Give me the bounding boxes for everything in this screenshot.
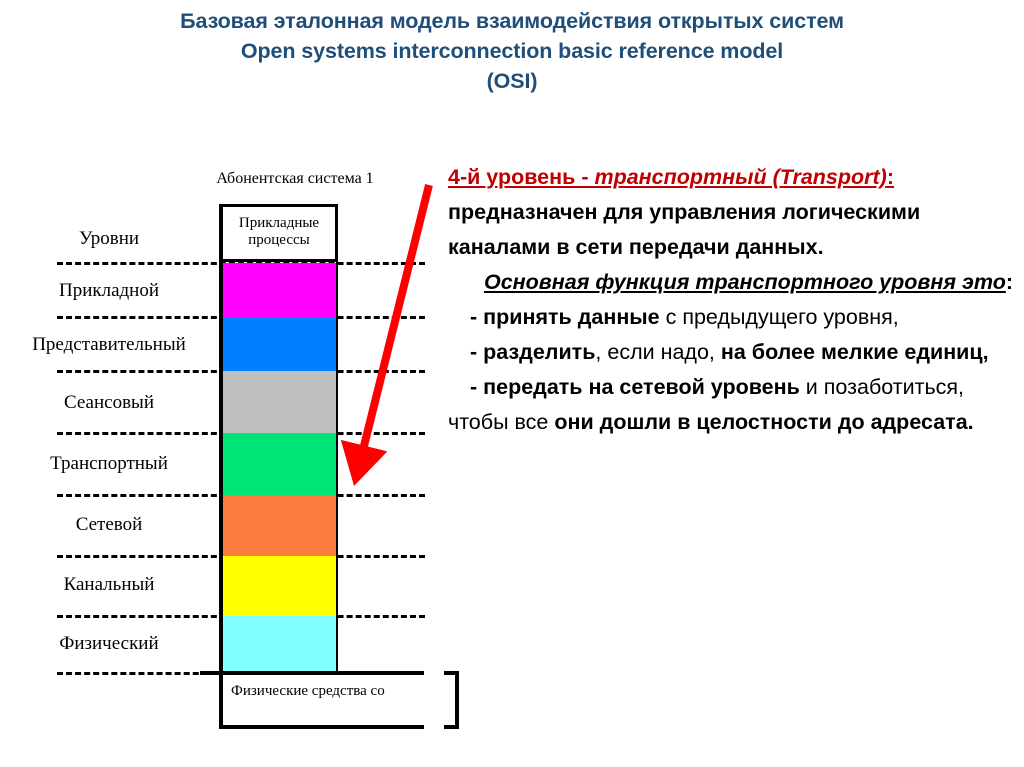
layer-band-applied [222, 263, 337, 317]
osi-stack-diagram: Абонентская система 1 Уровни Прикладные … [0, 150, 459, 750]
bullet-pass-to-network: - передать на сетевой уровень и позаботи… [448, 370, 1014, 440]
layer-band-presentation [222, 317, 337, 371]
stack-right-rail [336, 204, 338, 674]
application-processes-text: Прикладные процессы [223, 207, 335, 249]
bullet-split-data: - разделить, если надо, на более мелкие … [448, 335, 1014, 370]
physical-media-text: Физические средства со [231, 683, 385, 699]
bullet-2-bold-1: разделить [483, 340, 596, 364]
layer-label-applied: Прикладной [58, 280, 160, 301]
physical-media-box: Физические средства со [219, 671, 459, 729]
bullet-3-bold-2: они дошли в целостности до адресата. [554, 410, 974, 434]
bullet-3-dash: - [470, 375, 484, 399]
main-function-subheading: Основная функция транспортного уровня эт… [448, 265, 1014, 300]
title-line-1: Базовая эталонная модель взаимодействия … [180, 9, 844, 33]
heading-colon: : [886, 165, 895, 189]
transport-description: предназначен для управления логическими … [448, 200, 921, 259]
bullet-2-bold-2: на более мелкие единиц, [720, 340, 989, 364]
title-line-3: (OSI) [486, 69, 538, 93]
subheading-colon: : [1005, 270, 1014, 294]
layer-band-transport [222, 433, 337, 495]
system-caption: Абонентская система 1 [216, 170, 374, 187]
levels-header: Уровни [78, 228, 140, 249]
layer-band-session [222, 371, 337, 433]
bullet-1-bold: принять данные [483, 305, 660, 329]
bullet-receive-data: - принять данные с предыдущего уровня, [448, 300, 1014, 335]
layer-band-physical [222, 616, 337, 674]
description-panel: 4-й уровень - транспортный (Transport): … [448, 160, 1014, 440]
application-processes-box: Прикладные процессы [220, 204, 338, 262]
bullet-2-dash: - [470, 340, 484, 364]
stack-left-rail [219, 204, 223, 674]
heading-prefix: 4-й уровень - [448, 165, 595, 189]
page-title: Базовая эталонная модель взаимодействия … [0, 6, 1024, 96]
layer-label-physical: Физический [59, 633, 159, 654]
bullet-3-bold-1: передать на сетевой уровень [483, 375, 800, 399]
diagram-right-clip-mask [424, 630, 444, 750]
layer-label-transport: Транспортный [50, 453, 168, 474]
app-box-line-1: Прикладные [238, 215, 320, 231]
layer-label-datalink: Канальный [63, 574, 155, 595]
bullet-2-middle: , если надо, [595, 340, 721, 364]
bullet-1-dash: - [470, 305, 484, 329]
transport-heading: 4-й уровень - транспортный (Transport): [448, 160, 1014, 195]
layer-band-datalink [222, 556, 337, 616]
layer-band-network [222, 495, 337, 556]
physical-media-top-rule [200, 671, 440, 675]
app-box-line-2: процессы [248, 232, 310, 248]
layer-label-network: Сетевой [75, 514, 143, 535]
bullet-1-rest: с предыдущего уровня, [659, 305, 899, 329]
title-line-2: Open systems interconnection basic refer… [240, 39, 784, 63]
layer-label-presentation: Представительный [32, 334, 186, 355]
bullet-3-middle: и позаботиться, чтобы все [448, 375, 965, 434]
heading-emphasis: транспортный (Transport) [594, 165, 887, 189]
layer-label-session: Сеансовый [63, 392, 154, 413]
subheading-text: Основная функция транспортного уровня эт… [484, 270, 1006, 294]
